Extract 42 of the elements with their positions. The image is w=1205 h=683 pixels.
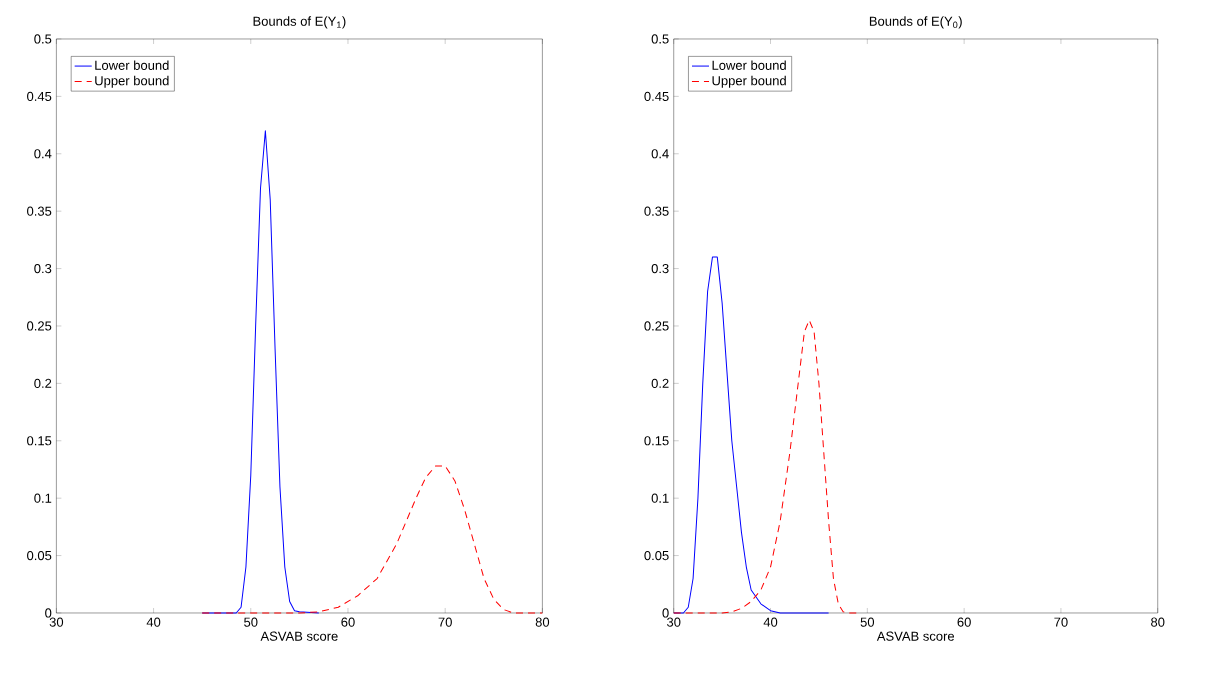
y-tick-label: 0.5 <box>651 34 669 44</box>
y-tick-label: 0.35 <box>27 206 52 216</box>
y-tick-label: 0.45 <box>644 91 669 101</box>
y-tick-label: 0.05 <box>644 550 669 561</box>
y-tick-label: 0.2 <box>34 378 52 388</box>
x-tick-label: 30 <box>667 617 681 627</box>
x-tick-label: 30 <box>49 617 64 627</box>
y-tick-label: 0.45 <box>27 91 52 101</box>
x-tick-label: 50 <box>860 617 875 627</box>
y-tick-label: 0 <box>662 608 669 618</box>
y-tick-label: 0.05 <box>27 550 52 561</box>
x-tick-label: 80 <box>535 617 550 627</box>
y-tick-label: 0.4 <box>34 149 52 159</box>
x-tick-label: 50 <box>244 617 258 627</box>
y-tick-label: 0.3 <box>651 263 669 274</box>
legend-label: Upper bound <box>95 75 169 88</box>
x-tick-label: 60 <box>957 617 971 627</box>
legend-label: Lower bound <box>95 60 169 70</box>
legend-label: Upper bound <box>712 75 786 88</box>
x-axis-title: ASVAB score <box>876 631 955 641</box>
y-tick-label: 0.15 <box>644 436 669 446</box>
x-tick-label: 70 <box>438 617 452 627</box>
x-tick-label: 70 <box>1054 617 1068 627</box>
chart-title: Bounds of E(Y$_{0}$) <box>869 16 962 29</box>
y-tick-label: 0.25 <box>27 321 52 331</box>
x-tick-label: 40 <box>146 617 161 627</box>
chart-title: Bounds of E(Y$_{1}$) <box>253 16 346 29</box>
x-tick-label: 60 <box>341 617 355 627</box>
y-tick-label: 0.15 <box>27 436 52 446</box>
y-tick-label: 0.4 <box>651 149 669 159</box>
y-tick-label: 0.1 <box>34 493 52 503</box>
y-tick-label: 0.2 <box>651 378 669 388</box>
y-tick-label: 0 <box>45 608 52 618</box>
y-tick-label: 0.25 <box>644 321 669 331</box>
x-axis-title: ASVAB score <box>260 631 338 641</box>
x-tick-label: 40 <box>763 617 778 627</box>
y-tick-label: 0.35 <box>644 206 669 216</box>
y-tick-label: 0.5 <box>34 34 52 44</box>
x-tick-label: 80 <box>1151 617 1165 627</box>
y-tick-label: 0.1 <box>651 493 669 503</box>
legend-label: Lower bound <box>712 60 786 70</box>
y-tick-label: 0.3 <box>34 263 52 274</box>
